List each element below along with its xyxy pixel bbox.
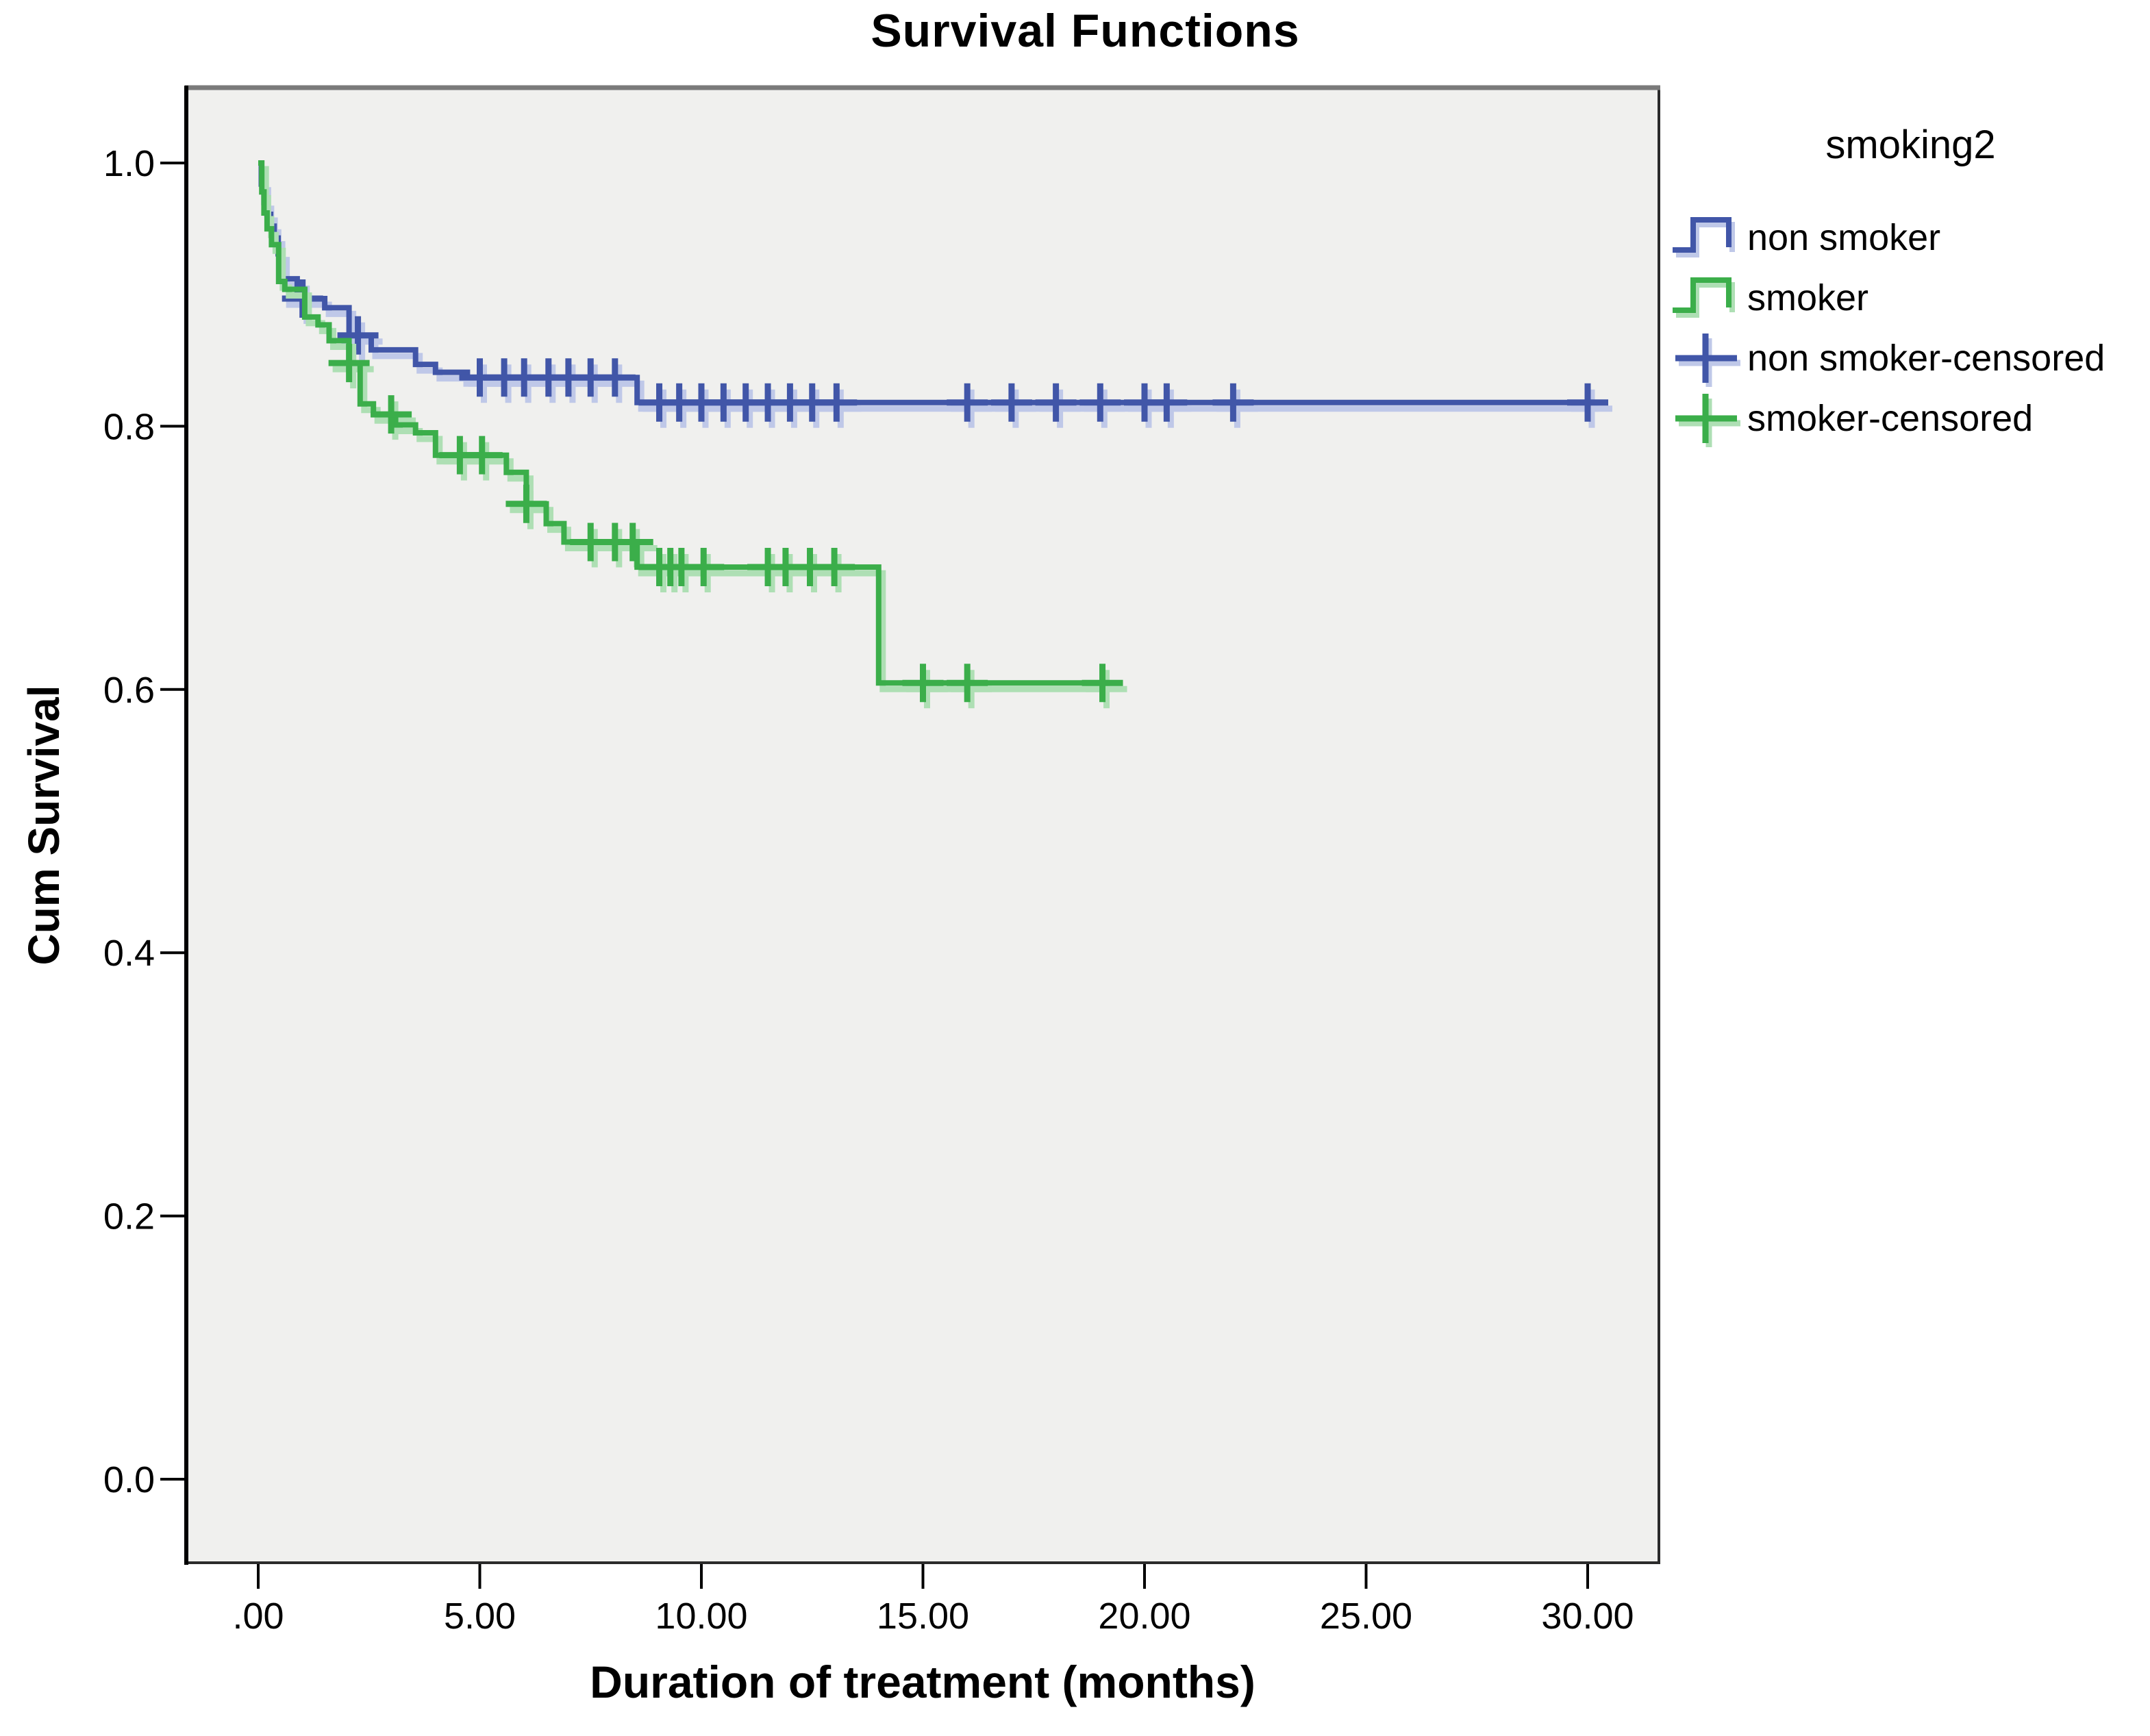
y-tick-label: 0.6 xyxy=(103,670,155,711)
legend-label: smoker xyxy=(1747,277,1869,318)
non-smoker-line-icon xyxy=(1673,217,1735,257)
legend-entry-smoker: smoker xyxy=(1671,268,2150,328)
y-axis-title: Cum Survival xyxy=(19,685,68,966)
legend-entry-smoker-censored: smoker-censored xyxy=(1671,388,2150,449)
legend-entry-non-smoker-censored: non smoker-censored xyxy=(1671,328,2150,388)
plot-area xyxy=(186,88,1659,1563)
y-tick-label: 0.8 xyxy=(103,406,155,447)
legend-symbol-shape xyxy=(1673,217,1732,253)
x-tick-label: 25.00 xyxy=(1320,1596,1412,1637)
y-tick-label: 1.0 xyxy=(103,143,155,184)
smoker-curve xyxy=(258,160,1105,686)
legend-label: smoker-censored xyxy=(1747,398,2034,439)
legend-symbol-shape xyxy=(1673,277,1732,313)
legend-entry-non-smoker: non smoker xyxy=(1671,207,2150,268)
non-smoker-censored-plus-icon xyxy=(1675,334,1740,387)
x-tick-label: 15.00 xyxy=(877,1596,969,1637)
y-tick-label: 0.0 xyxy=(103,1459,155,1500)
x-tick-label: 10.00 xyxy=(655,1596,747,1637)
legend-symbol-shape xyxy=(1676,282,1735,318)
x-tick-label: 30.00 xyxy=(1541,1596,1634,1637)
x-tick-label: 5.00 xyxy=(444,1596,516,1637)
x-tick-label: .00 xyxy=(232,1596,284,1637)
smoker-line-icon xyxy=(1673,277,1735,318)
legend-symbol-shape xyxy=(1676,222,1735,257)
y-tick-label: 0.4 xyxy=(103,933,155,974)
legend-label: non smoker-censored xyxy=(1747,338,2105,379)
legend-label: non smoker xyxy=(1747,217,1941,258)
y-tick-label: 0.2 xyxy=(103,1196,155,1237)
smoker-censored-plus-icon xyxy=(1675,394,1740,447)
x-axis-title: Duration of treatment (months) xyxy=(590,1657,1255,1707)
legend-title: smoking2 xyxy=(1825,123,1996,167)
smoker-curve-halo xyxy=(262,166,1109,692)
chart-title: Survival Functions xyxy=(871,5,1300,57)
x-tick-label: 20.00 xyxy=(1098,1596,1190,1637)
legend: smoking2 non smoker smoker non smoker-ce… xyxy=(1671,122,2150,449)
